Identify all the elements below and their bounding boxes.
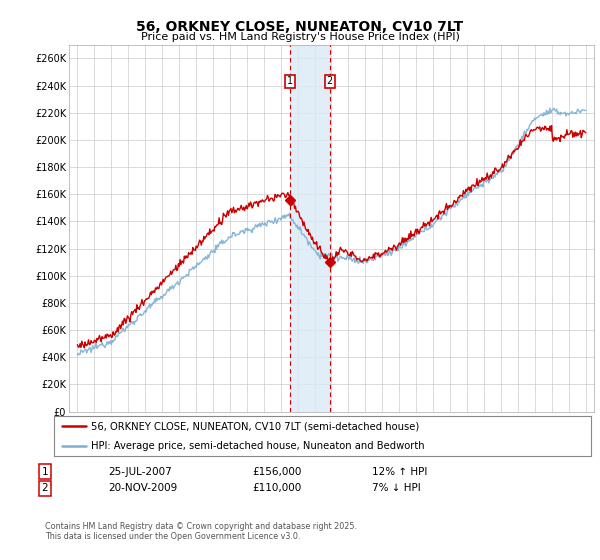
Text: £110,000: £110,000 [252, 483, 301, 493]
Text: £156,000: £156,000 [252, 466, 301, 477]
Text: Price paid vs. HM Land Registry's House Price Index (HPI): Price paid vs. HM Land Registry's House … [140, 32, 460, 43]
Text: 56, ORKNEY CLOSE, NUNEATON, CV10 7LT (semi-detached house): 56, ORKNEY CLOSE, NUNEATON, CV10 7LT (se… [91, 421, 419, 431]
Text: Contains HM Land Registry data © Crown copyright and database right 2025.
This d: Contains HM Land Registry data © Crown c… [45, 522, 357, 542]
Text: 25-JUL-2007: 25-JUL-2007 [108, 466, 172, 477]
Text: 2: 2 [41, 483, 49, 493]
Text: 20-NOV-2009: 20-NOV-2009 [108, 483, 177, 493]
Text: 2: 2 [326, 77, 333, 86]
Text: 12% ↑ HPI: 12% ↑ HPI [372, 466, 427, 477]
Text: 1: 1 [287, 77, 293, 86]
Text: 1: 1 [41, 466, 49, 477]
Bar [290, 45, 330, 412]
Text: HPI: Average price, semi-detached house, Nuneaton and Bedworth: HPI: Average price, semi-detached house,… [91, 441, 424, 451]
Text: 7% ↓ HPI: 7% ↓ HPI [372, 483, 421, 493]
Text: 56, ORKNEY CLOSE, NUNEATON, CV10 7LT: 56, ORKNEY CLOSE, NUNEATON, CV10 7LT [136, 20, 464, 34]
